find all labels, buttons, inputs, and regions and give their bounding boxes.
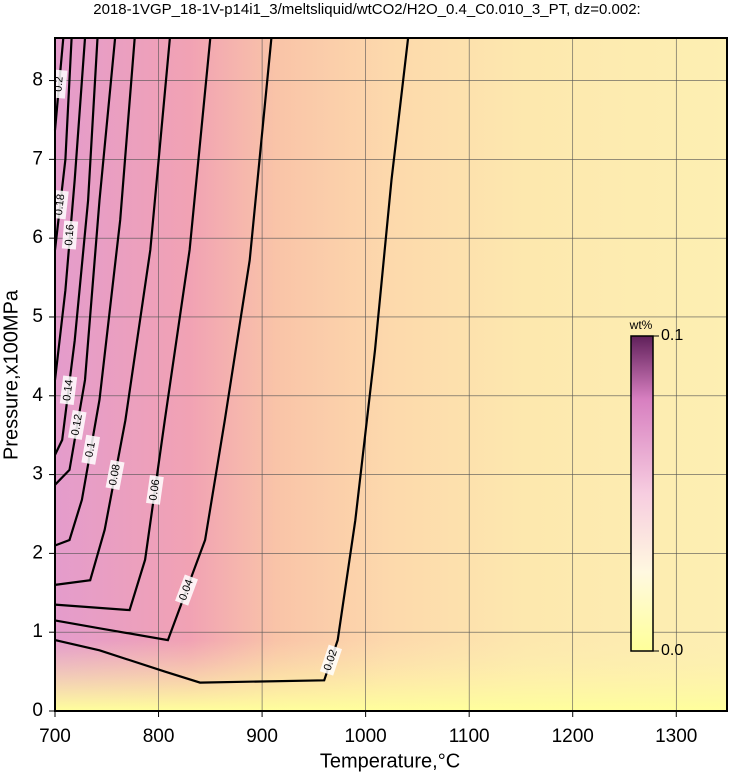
contour-label-group: 0.04	[175, 574, 198, 606]
y-tick-label: 4	[32, 385, 43, 406]
colorbar-tick-label: 0.1	[661, 327, 683, 344]
contour-label-bg	[61, 220, 79, 250]
contour-label-group: 0.1	[81, 434, 101, 465]
x-tick-label: 1100	[449, 726, 490, 747]
contour-label-group: 0.14	[59, 375, 78, 406]
y-tick-label: 8	[32, 70, 43, 91]
field	[55, 38, 727, 711]
contour-label: 0.16	[63, 224, 77, 246]
field-low	[55, 640, 727, 711]
x-tick-label: 900	[246, 726, 278, 747]
x-tick-label: 1200	[552, 726, 594, 747]
contour-label-group: 0.02	[319, 644, 343, 676]
x-tick-label: 800	[143, 726, 175, 747]
contour-label-bg	[105, 459, 125, 491]
contour-label: 0.1	[83, 441, 97, 458]
y-tick-label: 3	[32, 464, 43, 485]
contour-label: 0.14	[61, 379, 76, 402]
colorbar-tick-label: 0.0	[661, 642, 683, 659]
contour-label-bg	[319, 644, 343, 676]
frame	[54, 37, 728, 712]
y-tick-label: 6	[32, 227, 43, 248]
contour-label: 0.08	[107, 463, 123, 486]
y-tick-label: 5	[32, 306, 43, 327]
y-tick-label: 2	[32, 542, 43, 563]
y-axis-label: Pressure,x100MPa	[0, 289, 22, 460]
contour-line	[54, 37, 117, 486]
y-tick-label: 1	[32, 621, 43, 642]
x-tick-label: 1000	[344, 726, 386, 747]
chart-title: 2018-1VGP_18-1V-p14i1_3/meltsliquid/wtCO…	[93, 1, 640, 18]
contour-label-group: 0.12	[67, 409, 87, 440]
contour-label-bg	[146, 475, 164, 505]
contour-label-group: 0.06	[146, 475, 164, 505]
x-tick-label: 1300	[655, 726, 697, 747]
contour-label-group: 0.08	[105, 459, 125, 491]
contour-label: 0.06	[147, 478, 162, 501]
contour-label-group: 0.2	[50, 69, 68, 99]
y-tick-label: 0	[32, 700, 43, 721]
contour-label-bg	[81, 434, 101, 465]
colorbar	[630, 335, 654, 652]
x-tick-label: 700	[39, 726, 71, 747]
contour-line	[54, 37, 273, 642]
contour-label-group: 0.16	[61, 220, 79, 250]
colorbar-label: wt%	[629, 318, 653, 332]
contour-label-bg	[59, 375, 78, 406]
x-axis-label: Temperature,°C	[320, 750, 460, 772]
contour-line	[53, 37, 73, 251]
contour-label-bg	[175, 574, 198, 606]
plot-area	[55, 38, 727, 711]
y-tick-label: 7	[32, 148, 43, 169]
contour-line	[54, 37, 99, 456]
contour-label: 0.18	[53, 193, 67, 216]
contour-label: 0.12	[69, 413, 84, 436]
contour-label-bg	[67, 409, 87, 440]
